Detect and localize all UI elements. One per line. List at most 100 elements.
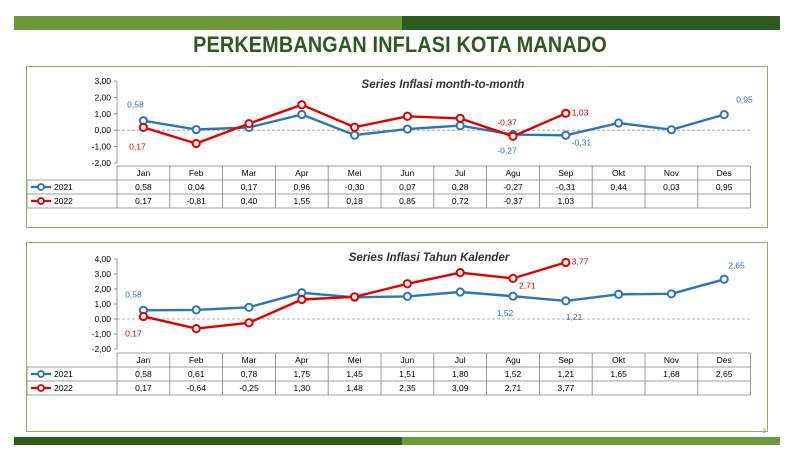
legend-label: 2021 <box>54 369 73 379</box>
x-tick-label: Apr <box>295 168 308 178</box>
table-cell: 0,03 <box>663 182 680 192</box>
y-tick-label: 0,00 <box>94 314 111 324</box>
data-label: 0,17 <box>129 141 146 151</box>
x-tick-label: Agu <box>505 168 520 178</box>
data-label: 2,71 <box>519 280 536 290</box>
table-cell: 2,35 <box>399 383 416 393</box>
data-point-2021 <box>350 130 360 140</box>
data-point-2021 <box>561 130 571 140</box>
x-tick-label: Sep <box>558 168 573 178</box>
table-cell: 3,09 <box>452 383 469 393</box>
data-point-2021 <box>191 124 201 135</box>
x-tick-label: Nov <box>664 168 680 178</box>
mtm-chart-panel: 3,00 2,00 1,00 0,00 -1,00 -2,00 Series Inflasi… <box>26 66 768 228</box>
data-point-2021 <box>402 124 412 134</box>
y-tick-label: 1,00 <box>94 299 111 309</box>
x-tick-label: Mar <box>242 355 257 365</box>
data-point-2022 <box>138 122 149 133</box>
table-cell: -0,81 <box>187 196 207 206</box>
table-cell: 0,72 <box>452 196 469 206</box>
x-tick-label: Agu <box>505 355 520 365</box>
x-tick-label: Jan <box>137 355 151 365</box>
x-tick-label: Okt <box>612 355 626 365</box>
data-point-2021 <box>508 291 518 301</box>
table-cell: 0,17 <box>135 196 152 206</box>
data-point-2022 <box>244 119 254 129</box>
x-tick-label: Nov <box>664 355 680 365</box>
data-point-2021 <box>719 274 729 284</box>
mtm-line-chart: 3,00 2,00 1,00 0,00 -1,00 -2,00 Series Inflasi… <box>27 76 753 209</box>
footer-accent-bar-dark <box>14 437 402 445</box>
table-cell: -0,25 <box>239 383 259 393</box>
data-label: 0,17 <box>125 328 142 338</box>
y-tick-label: 0,00 <box>94 125 111 135</box>
x-tick-label: Sep <box>558 355 573 365</box>
x-tick-label: Des <box>717 355 732 365</box>
table-cell: 2,65 <box>716 369 733 379</box>
table-cell: -0,37 <box>503 196 523 206</box>
data-point-2022 <box>297 294 307 305</box>
table-cell: 0,18 <box>346 196 363 206</box>
data-label: -0,37 <box>497 117 517 127</box>
data-point-2022 <box>561 257 571 268</box>
x-tick-label: Des <box>717 168 732 178</box>
legend-marker-2022 <box>37 197 45 205</box>
data-label: 0,58 <box>127 100 144 110</box>
data-label: 1,21 <box>566 312 583 322</box>
legend-label: 2022 <box>54 383 73 393</box>
x-tick-label: Mei <box>348 355 362 365</box>
y-tick-label: 4,00 <box>94 254 111 264</box>
table-cell: 1,52 <box>505 369 522 379</box>
data-point-2021 <box>719 110 729 120</box>
header-accent-bar-dark <box>402 16 780 30</box>
data-point-2022 <box>402 111 412 121</box>
table-cell: 1,51 <box>399 369 416 379</box>
data-point-2022 <box>455 268 465 278</box>
table-cell: 0,17 <box>135 383 152 393</box>
table-cell: 0,58 <box>135 369 152 379</box>
data-point-2022 <box>402 279 412 289</box>
legend-marker-2022 <box>37 384 45 392</box>
table-cell: 0,17 <box>241 182 258 192</box>
table-cell: -0,64 <box>187 383 207 393</box>
data-point-2021 <box>455 287 465 297</box>
footer-accent-bar-light <box>402 437 780 445</box>
y-tick-label: -1,00 <box>92 142 112 152</box>
table-cell: 0,40 <box>241 196 258 206</box>
table-cell: 0,95 <box>716 182 733 192</box>
table-cell: 2,71 <box>505 383 522 393</box>
x-tick-label: Mar <box>242 168 257 178</box>
table-cell: 1,45 <box>346 369 363 379</box>
table-cell: 1,65 <box>610 369 627 379</box>
data-point-2022 <box>138 311 149 322</box>
data-point-2022 <box>350 122 360 132</box>
table-cell: 0,85 <box>399 196 416 206</box>
table-cell: -0,30 <box>345 182 365 192</box>
data-point-2022 <box>508 131 518 141</box>
x-tick-label: Jul <box>455 168 466 178</box>
data-point-2021 <box>455 121 465 131</box>
table-cell: 1,55 <box>294 196 311 206</box>
x-tick-label: Jan <box>137 168 151 178</box>
data-label: 2,65 <box>728 260 745 270</box>
table-cell: 3,77 <box>558 383 575 393</box>
data-label: 0,58 <box>125 289 142 299</box>
data-point-2021 <box>402 291 412 301</box>
ytd-chart-panel: 4,00 3,00 2,00 1,00 0,00 -1,00 -2,00 Series Inf… <box>26 242 768 432</box>
data-point-2022 <box>350 292 360 302</box>
ytd-line-chart: 4,00 3,00 2,00 1,00 0,00 -1,00 -2,00 Series Inf… <box>27 252 751 396</box>
y-tick-label: 3,00 <box>94 269 111 279</box>
table-cell: 1,48 <box>346 383 363 393</box>
header-accent-bar-light <box>14 16 402 30</box>
y-tick-label: 1,00 <box>94 109 111 119</box>
data-label: 0,95 <box>736 95 753 105</box>
y-tick-label: 2,00 <box>94 284 111 294</box>
data-point-2021 <box>191 305 201 315</box>
table-cell: 0,96 <box>294 182 311 192</box>
legend-marker-2021 <box>37 183 45 191</box>
x-tick-label: Feb <box>189 168 204 178</box>
y-tick-label: -2,00 <box>92 344 112 354</box>
chart-title: Series Inflasi Tahun Kalender <box>349 252 510 264</box>
y-tick-label: -1,00 <box>92 329 112 339</box>
x-tick-label: Jun <box>401 168 415 178</box>
